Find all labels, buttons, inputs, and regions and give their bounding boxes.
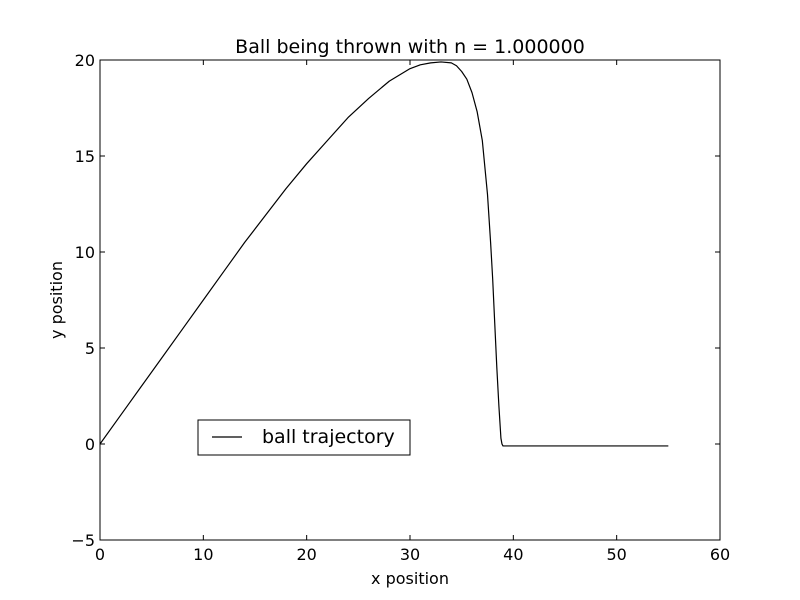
x-tick-label: 20 xyxy=(296,545,316,564)
y-tick-label: 10 xyxy=(75,243,95,262)
y-tick-label: 0 xyxy=(85,435,95,454)
x-tick-label: 60 xyxy=(710,545,730,564)
x-tick-label: 0 xyxy=(95,545,105,564)
x-tick-label: 30 xyxy=(400,545,420,564)
plot-background xyxy=(100,60,720,540)
chart-title: Ball being thrown with n = 1.000000 xyxy=(235,36,585,58)
x-axis-label: x position xyxy=(371,569,449,588)
plot-frame xyxy=(99,59,721,541)
series-line-ball-trajectory xyxy=(99,61,669,447)
x-tick-label: 50 xyxy=(606,545,626,564)
y-axis-label: y position xyxy=(47,261,66,339)
y-tick-label: 15 xyxy=(75,147,95,166)
series-layer xyxy=(99,61,669,447)
y-tick-label: 20 xyxy=(75,51,95,70)
x-tick-label: 10 xyxy=(193,545,213,564)
legend: ball trajectory xyxy=(197,419,411,456)
x-tick-label: 40 xyxy=(503,545,523,564)
legend-label: ball trajectory xyxy=(262,426,395,448)
y-tick-label: −5 xyxy=(71,531,95,550)
y-tick-label: 5 xyxy=(85,339,95,358)
